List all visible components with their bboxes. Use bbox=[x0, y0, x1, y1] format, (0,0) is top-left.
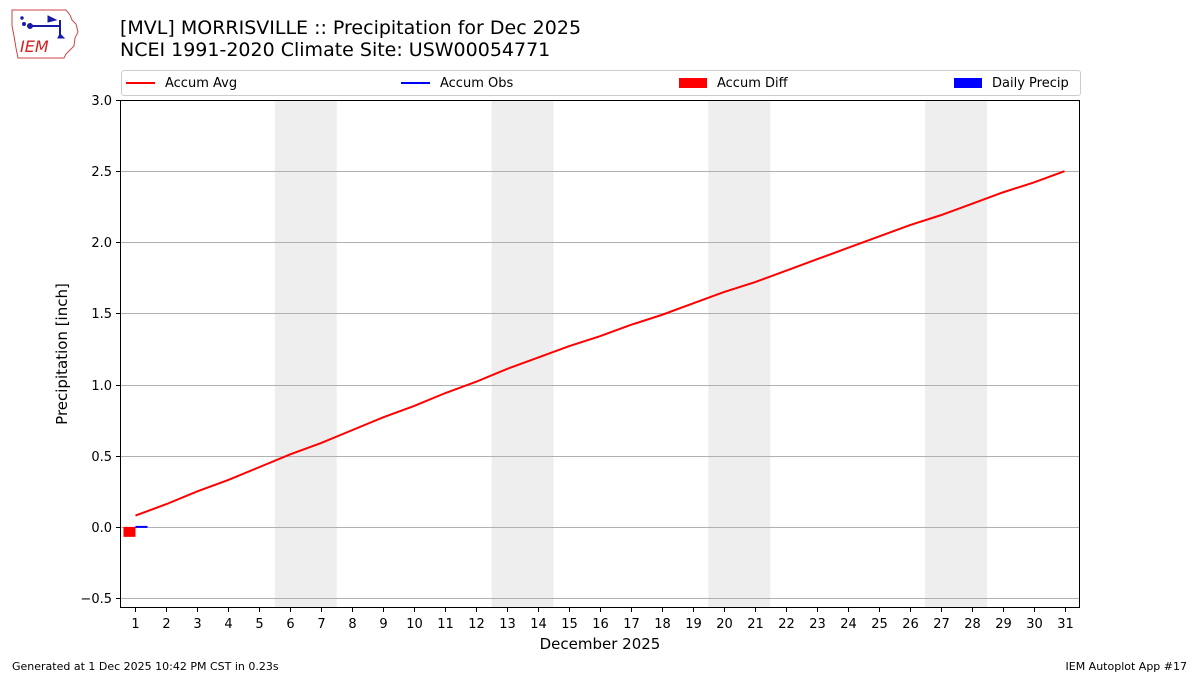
accum-obs-swatch bbox=[401, 82, 430, 84]
gridlines bbox=[120, 100, 1080, 599]
weekend-band bbox=[491, 100, 554, 608]
weekend-band bbox=[925, 100, 988, 608]
x-tick-label: 20 bbox=[716, 617, 733, 632]
x-tick-label: 17 bbox=[623, 617, 640, 632]
legend-item-daily-precip: Daily Precip bbox=[954, 75, 1069, 91]
x-tick-label: 6 bbox=[286, 617, 294, 632]
accum-diff-bar bbox=[123, 526, 136, 537]
x-tick-label: 22 bbox=[778, 617, 795, 632]
accum-avg-line bbox=[135, 170, 1065, 517]
x-tick-label: 15 bbox=[561, 617, 578, 632]
x-tick-label: 26 bbox=[902, 617, 919, 632]
y-tick-label: 2.5 bbox=[91, 165, 112, 180]
x-tick-label: 27 bbox=[933, 617, 950, 632]
x-tick-label: 10 bbox=[406, 617, 423, 632]
x-tick-label: 14 bbox=[530, 617, 547, 632]
x-axis-ticks: 1 2 3 4 5 6 7 8 9 10 11 12 13 14 15 16 17 18 19 20 21 22 23 24 2… bbox=[131, 608, 1074, 632]
weekend-band bbox=[708, 100, 771, 608]
x-tick-label: 7 bbox=[317, 617, 325, 632]
x-tick-label: 18 bbox=[654, 617, 671, 632]
x-tick-label: 11 bbox=[437, 617, 454, 632]
footer-generated: Generated at 1 Dec 2025 10:42 PM CST in … bbox=[12, 660, 279, 673]
legend-label-accum-obs: Accum Obs bbox=[440, 75, 514, 91]
x-tick-label: 9 bbox=[379, 617, 387, 632]
y-tick-label: 1.0 bbox=[91, 379, 112, 394]
title-line-1: [MVL] MORRISVILLE :: Precipitation for D… bbox=[120, 17, 582, 39]
accum-avg-swatch bbox=[126, 82, 155, 84]
x-tick-label: 24 bbox=[840, 617, 857, 632]
daily-precip-bar bbox=[135, 526, 148, 528]
x-tick-label: 2 bbox=[162, 617, 170, 632]
logo-text: IEM bbox=[20, 37, 49, 56]
legend-label-accum-diff: Accum Diff bbox=[717, 75, 788, 91]
x-tick-label: 16 bbox=[592, 617, 609, 632]
plot-frame bbox=[120, 100, 1080, 608]
x-axis-label: December 2025 bbox=[540, 635, 661, 653]
x-tick-label: 13 bbox=[499, 617, 516, 632]
footer-app: IEM Autoplot App #17 bbox=[1065, 660, 1188, 673]
legend-item-accum-diff: Accum Diff bbox=[679, 75, 788, 91]
x-tick-label: 3 bbox=[193, 617, 201, 632]
series-layer bbox=[123, 170, 1065, 537]
x-tick-label: 8 bbox=[348, 617, 356, 632]
weekend-shading bbox=[274, 100, 988, 608]
legend-item-accum-avg: Accum Avg bbox=[126, 75, 237, 91]
y-axis-ticks: −0.5 0.0 0.5 1.0 1.5 2.0 2.5 3.0 bbox=[80, 94, 120, 607]
weekend-band bbox=[274, 100, 337, 608]
y-tick-label: 3.0 bbox=[91, 94, 112, 109]
legend-item-accum-obs: Accum Obs bbox=[401, 75, 513, 91]
y-tick-label: 0.0 bbox=[91, 521, 112, 536]
y-tick-label: 0.5 bbox=[91, 450, 112, 465]
y-axis-label: Precipitation [inch] bbox=[53, 283, 71, 425]
x-tick-label: 28 bbox=[964, 617, 981, 632]
title-line-2: NCEI 1991-2020 Climate Site: USW00054771 bbox=[120, 39, 551, 61]
legend: Accum Avg Accum Obs Accum Diff Daily Pre… bbox=[121, 70, 1081, 96]
weather-station-icon bbox=[20, 15, 66, 39]
x-tick-label: 25 bbox=[871, 617, 888, 632]
iowa-state-outline bbox=[11, 9, 79, 59]
x-tick-label: 29 bbox=[995, 617, 1012, 632]
y-tick-label: −0.5 bbox=[80, 592, 112, 607]
x-tick-label: 21 bbox=[747, 617, 764, 632]
x-tick-label: 23 bbox=[809, 617, 826, 632]
x-tick-label: 1 bbox=[131, 617, 139, 632]
y-tick-label: 2.0 bbox=[91, 236, 112, 251]
x-tick-label: 12 bbox=[468, 617, 485, 632]
x-tick-label: 5 bbox=[255, 617, 263, 632]
legend-label-accum-avg: Accum Avg bbox=[165, 75, 238, 91]
x-tick-label: 30 bbox=[1026, 617, 1043, 632]
legend-label-daily-precip: Daily Precip bbox=[992, 75, 1069, 91]
y-tick-label: 1.5 bbox=[91, 307, 112, 322]
x-tick-label: 4 bbox=[224, 617, 232, 632]
x-tick-label: 19 bbox=[685, 617, 702, 632]
accum-diff-swatch bbox=[679, 78, 707, 88]
x-tick-label: 31 bbox=[1057, 617, 1074, 632]
iem-logo: IEM bbox=[11, 9, 79, 59]
chart-title: [MVL] MORRISVILLE :: Precipitation for D… bbox=[120, 17, 581, 61]
daily-precip-swatch bbox=[954, 78, 982, 88]
